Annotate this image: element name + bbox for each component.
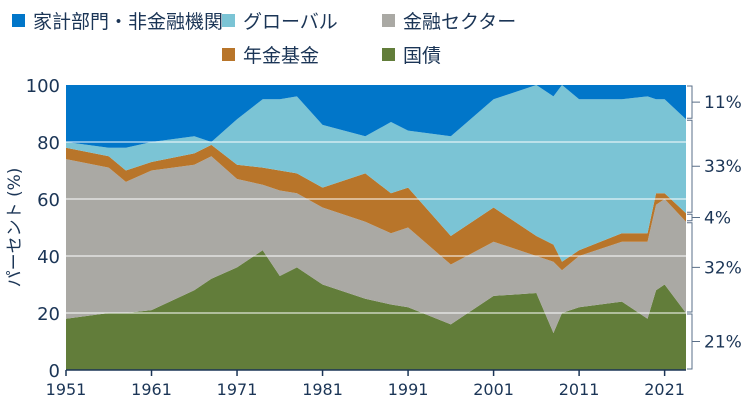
x-tick-label: 2011 [559, 380, 600, 399]
area-2 [66, 156, 686, 333]
legend-item-government: 国債 [382, 41, 441, 68]
x-tick-label: 1961 [131, 380, 172, 399]
area-5 [66, 85, 686, 148]
legend-label: 金融セクター [403, 11, 517, 33]
y-tick-label: 100 [26, 76, 60, 97]
area-3 [66, 144, 686, 271]
annotation-bracket [687, 313, 700, 370]
legend-swatch [12, 14, 25, 27]
legend-label: 国債 [403, 45, 442, 67]
y-tick-label: 0 [49, 361, 60, 382]
legend-label: 家計部門・非金融機関 [33, 11, 224, 33]
area-1 [66, 250, 686, 370]
area-4 [66, 85, 686, 262]
legend-item-financial: 金融セクター [382, 7, 516, 34]
annotation-label: 21% [704, 333, 742, 353]
annotation-label: 4% [704, 209, 731, 229]
annotation-bracket [687, 213, 700, 222]
legend-label: グローバル [243, 11, 338, 33]
y-tick-label: 60 [37, 190, 60, 211]
y-axis-label: パーセント (%) [5, 168, 25, 288]
legend-swatch [382, 48, 395, 61]
annotation-bracket [687, 85, 700, 119]
y-tick-label: 40 [37, 247, 60, 268]
annotation-bracket [687, 222, 700, 313]
x-tick-label: 2001 [473, 380, 514, 399]
legend-item-household: 家計部門・非金融機関 [12, 7, 223, 34]
x-tick-label: 2021 [644, 380, 685, 399]
annotation-label: 33% [704, 157, 742, 177]
y-tick-label: 20 [37, 304, 60, 325]
x-tick-label: 1951 [46, 380, 87, 399]
legend-swatch [222, 14, 235, 27]
y-tick-label: 80 [37, 133, 60, 154]
x-tick-label: 1991 [388, 380, 429, 399]
legend-swatch [222, 48, 235, 61]
legend-item-pension: 年金基金 [222, 41, 319, 68]
x-tick-label: 1981 [302, 380, 343, 399]
annotation-label: 11% [704, 93, 742, 113]
legend-label: 年金基金 [243, 45, 320, 67]
x-tick-label: 1971 [217, 380, 258, 399]
legend-swatch [382, 14, 395, 27]
annotation-bracket [687, 119, 700, 213]
legend-item-global: グローバル [222, 7, 338, 34]
annotation-label: 32% [704, 258, 742, 278]
